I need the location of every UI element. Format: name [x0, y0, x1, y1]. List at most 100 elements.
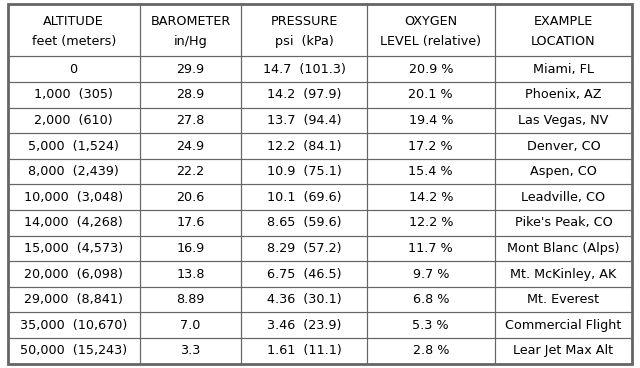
Text: 1.61  (11.1): 1.61 (11.1)	[267, 344, 342, 357]
Text: Las Vegas, NV: Las Vegas, NV	[518, 114, 609, 127]
Bar	[140, 159, 241, 184]
Text: 0: 0	[70, 63, 77, 76]
Bar	[8, 261, 140, 287]
Bar	[367, 338, 495, 364]
Bar	[241, 108, 367, 133]
Bar	[8, 133, 140, 159]
Text: 8,000  (2,439): 8,000 (2,439)	[28, 165, 119, 178]
Bar	[495, 108, 632, 133]
Bar	[8, 108, 140, 133]
Bar	[367, 4, 495, 57]
Text: 17.6: 17.6	[177, 216, 205, 229]
Text: 8.29  (57.2): 8.29 (57.2)	[267, 242, 342, 255]
Bar	[367, 210, 495, 236]
Text: feet (meters): feet (meters)	[31, 35, 116, 49]
Text: 14.2  (97.9): 14.2 (97.9)	[267, 88, 341, 101]
Bar	[8, 4, 140, 57]
Bar	[8, 184, 140, 210]
Text: 15,000  (4,573): 15,000 (4,573)	[24, 242, 124, 255]
Text: Commercial Flight: Commercial Flight	[505, 319, 621, 332]
Bar	[495, 4, 632, 57]
Text: 16.9: 16.9	[177, 242, 205, 255]
Bar	[495, 57, 632, 82]
Bar	[495, 287, 632, 312]
Text: 7.0: 7.0	[180, 319, 201, 332]
Text: 20.9 %: 20.9 %	[408, 63, 453, 76]
Bar	[367, 236, 495, 261]
Text: 5.3 %: 5.3 %	[412, 319, 449, 332]
Bar	[495, 261, 632, 287]
Bar	[241, 133, 367, 159]
Text: psi  (kPa): psi (kPa)	[275, 35, 333, 49]
Text: Mt. Everest: Mt. Everest	[527, 293, 600, 306]
Bar	[8, 159, 140, 184]
Text: 29,000  (8,841): 29,000 (8,841)	[24, 293, 123, 306]
Text: 11.7 %: 11.7 %	[408, 242, 453, 255]
Bar	[241, 159, 367, 184]
Bar	[495, 159, 632, 184]
Bar	[367, 287, 495, 312]
Text: 19.4 %: 19.4 %	[408, 114, 453, 127]
Text: 13.8: 13.8	[176, 268, 205, 280]
Bar	[140, 4, 241, 57]
Bar	[241, 261, 367, 287]
Text: ALTITUDE: ALTITUDE	[44, 15, 104, 28]
Bar	[8, 312, 140, 338]
Bar	[495, 236, 632, 261]
Text: 15.4 %: 15.4 %	[408, 165, 453, 178]
Text: 10.1  (69.6): 10.1 (69.6)	[267, 191, 342, 204]
Text: 20.6: 20.6	[177, 191, 205, 204]
Bar	[241, 4, 367, 57]
Text: 20.1 %: 20.1 %	[408, 88, 453, 101]
Bar	[495, 82, 632, 108]
Text: 5,000  (1,524): 5,000 (1,524)	[28, 139, 119, 153]
Text: 29.9: 29.9	[177, 63, 205, 76]
Text: 14,000  (4,268): 14,000 (4,268)	[24, 216, 123, 229]
Bar	[495, 312, 632, 338]
Text: LEVEL (relative): LEVEL (relative)	[380, 35, 481, 49]
Text: Aspen, CO: Aspen, CO	[530, 165, 597, 178]
Text: Mont Blanc (Alps): Mont Blanc (Alps)	[507, 242, 620, 255]
Bar	[241, 287, 367, 312]
Text: 3.46  (23.9): 3.46 (23.9)	[267, 319, 341, 332]
Text: Pike's Peak, CO: Pike's Peak, CO	[515, 216, 612, 229]
Bar	[140, 184, 241, 210]
Bar	[140, 338, 241, 364]
Bar	[367, 312, 495, 338]
Text: 1,000  (305): 1,000 (305)	[35, 88, 113, 101]
Bar	[8, 338, 140, 364]
Bar	[241, 312, 367, 338]
Text: 6.75  (46.5): 6.75 (46.5)	[267, 268, 342, 280]
Text: 22.2: 22.2	[177, 165, 205, 178]
Text: Denver, CO: Denver, CO	[527, 139, 600, 153]
Text: 50,000  (15,243): 50,000 (15,243)	[20, 344, 127, 357]
Text: 14.7  (101.3): 14.7 (101.3)	[263, 63, 346, 76]
Text: 9.7 %: 9.7 %	[413, 268, 449, 280]
Bar	[367, 133, 495, 159]
Bar	[8, 236, 140, 261]
Bar	[367, 261, 495, 287]
Text: 20,000  (6,098): 20,000 (6,098)	[24, 268, 123, 280]
Text: 13.7  (94.4): 13.7 (94.4)	[267, 114, 342, 127]
Text: 2,000  (610): 2,000 (610)	[35, 114, 113, 127]
Text: in/Hg: in/Hg	[173, 35, 207, 49]
Text: OXYGEN: OXYGEN	[404, 15, 458, 28]
Text: 3.3: 3.3	[180, 344, 201, 357]
Bar	[241, 82, 367, 108]
Text: Mt. McKinley, AK: Mt. McKinley, AK	[510, 268, 616, 280]
Text: 12.2 %: 12.2 %	[408, 216, 453, 229]
Bar	[140, 312, 241, 338]
Bar	[367, 57, 495, 82]
Text: 24.9: 24.9	[177, 139, 205, 153]
Bar	[495, 184, 632, 210]
Text: 10,000  (3,048): 10,000 (3,048)	[24, 191, 124, 204]
Bar	[241, 57, 367, 82]
Bar	[140, 108, 241, 133]
Bar	[367, 184, 495, 210]
Text: 6.8 %: 6.8 %	[413, 293, 449, 306]
Bar	[8, 57, 140, 82]
Text: 35,000  (10,670): 35,000 (10,670)	[20, 319, 127, 332]
Bar	[140, 287, 241, 312]
Bar	[241, 338, 367, 364]
Text: PRESSURE: PRESSURE	[271, 15, 338, 28]
